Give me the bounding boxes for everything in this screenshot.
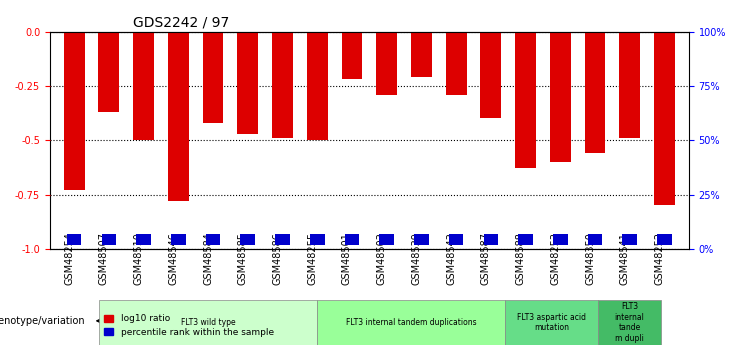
- FancyBboxPatch shape: [505, 300, 598, 345]
- Text: FLT3 aspartic acid
mutation: FLT3 aspartic acid mutation: [517, 313, 586, 332]
- Bar: [168, 31, 189, 201]
- Bar: [171, 234, 185, 245]
- Bar: [99, 31, 119, 112]
- Bar: [102, 234, 116, 245]
- Bar: [376, 31, 397, 95]
- Text: FLT3 internal tandem duplications: FLT3 internal tandem duplications: [345, 318, 476, 327]
- Bar: [414, 234, 429, 245]
- Bar: [206, 234, 220, 245]
- Bar: [133, 31, 154, 140]
- Bar: [411, 31, 432, 77]
- Bar: [480, 31, 501, 118]
- Bar: [515, 31, 536, 168]
- FancyBboxPatch shape: [317, 300, 505, 345]
- Text: FLT3 wild type: FLT3 wild type: [181, 318, 236, 327]
- Bar: [449, 234, 463, 245]
- FancyBboxPatch shape: [598, 300, 661, 345]
- Bar: [445, 31, 467, 95]
- Text: FLT3
internal
tande
m dupli: FLT3 internal tande m dupli: [614, 303, 645, 343]
- Text: GDS2242 / 97: GDS2242 / 97: [133, 15, 229, 29]
- Bar: [654, 31, 675, 205]
- FancyBboxPatch shape: [99, 300, 317, 345]
- Bar: [484, 234, 498, 245]
- Bar: [588, 234, 602, 245]
- Bar: [585, 31, 605, 153]
- Bar: [553, 234, 568, 245]
- Bar: [345, 234, 359, 245]
- Bar: [657, 234, 672, 245]
- Bar: [550, 31, 571, 162]
- Bar: [619, 31, 640, 138]
- Bar: [310, 234, 325, 245]
- Bar: [237, 31, 258, 134]
- Bar: [202, 31, 224, 123]
- Bar: [67, 234, 82, 245]
- Legend: log10 ratio, percentile rank within the sample: log10 ratio, percentile rank within the …: [101, 311, 277, 341]
- Bar: [622, 234, 637, 245]
- Bar: [241, 234, 255, 245]
- Text: genotype/variation: genotype/variation: [0, 316, 85, 326]
- Bar: [64, 31, 84, 190]
- Bar: [275, 234, 290, 245]
- Bar: [379, 234, 394, 245]
- Bar: [272, 31, 293, 138]
- Bar: [342, 31, 362, 79]
- Bar: [518, 234, 533, 245]
- Bar: [136, 234, 151, 245]
- Bar: [307, 31, 328, 140]
